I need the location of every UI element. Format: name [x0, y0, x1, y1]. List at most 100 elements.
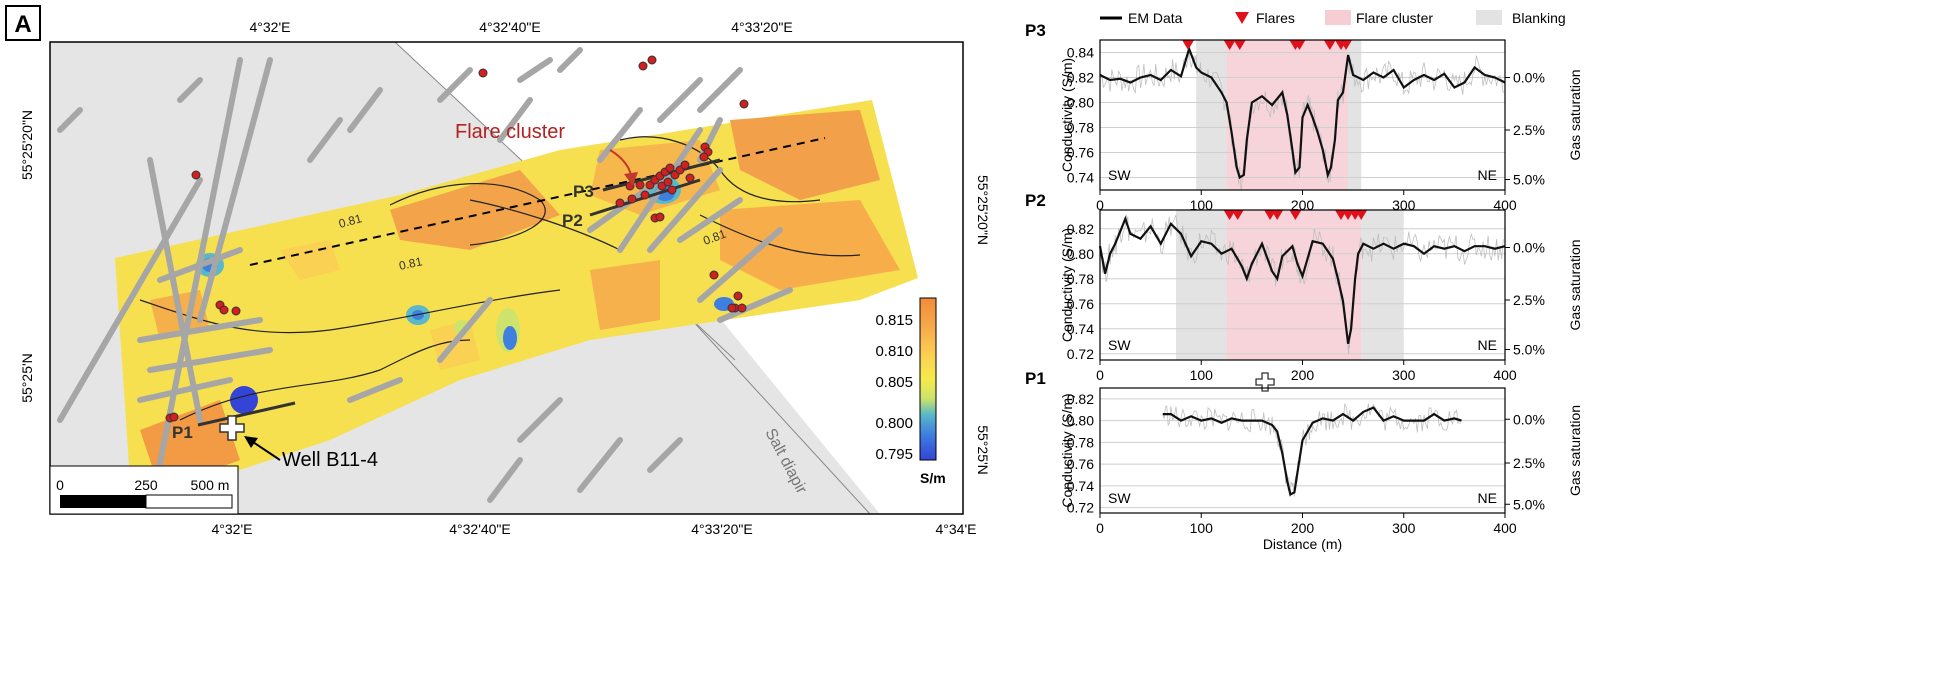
x-tick-label: 0 [1096, 197, 1104, 213]
profile-p3-extension [249, 137, 826, 266]
bottom-lon-label: 4°32'40"E [449, 521, 511, 537]
colorbar-tick: 0.800 [875, 415, 913, 432]
y-tick-label: 0.80 [1067, 246, 1094, 262]
y2-tick-label: 2.5% [1513, 455, 1545, 471]
x-tick-label: 300 [1392, 197, 1416, 213]
y-axis-label: Conductivity (S/m) [1059, 393, 1075, 507]
flare-marker [1233, 40, 1246, 50]
y2-tick-label: 0.0% [1513, 70, 1545, 86]
scale-tick: 0 [56, 477, 64, 493]
em-data-line [1162, 406, 1462, 497]
y2-axis-label: Gas saturation [1567, 239, 1583, 330]
y-tick-label: 0.78 [1067, 271, 1094, 287]
profile-title: P1 [1025, 369, 1046, 388]
profile-p2-plot: P20.820.800.780.760.740.720 100 200 300 400S… [1025, 191, 1583, 383]
x-tick-label: 200 [1291, 367, 1315, 383]
sw-label: SW [1108, 337, 1131, 353]
profile-label-p2: P2 [562, 211, 583, 230]
sw-label: SW [1108, 490, 1131, 506]
scale-tick: 500 m [191, 477, 230, 493]
x-axis-label: Distance (m) [1263, 536, 1342, 552]
sw-label: SW [1108, 167, 1131, 183]
salt-diapir-area [690, 300, 880, 514]
y-tick-label: 0.80 [1067, 413, 1094, 429]
y-tick-label: 0.76 [1067, 296, 1094, 312]
y2-tick-label: 2.5% [1513, 122, 1545, 138]
profile-p3-plot: P3 0.84 0.82 0.80 0.78 0.76 0.740 100 200 300 400 S… [1025, 21, 1583, 213]
blanking-region [1361, 210, 1404, 360]
panel-b-profiles: B EM Data Flares Flare cluster Blanking … [1025, 10, 1583, 552]
y2-tick-label: 0.0% [1513, 411, 1545, 427]
scale-bar: 0 250 500 m [49, 465, 239, 515]
x-tick-label: 0 [1096, 367, 1104, 383]
x-tick-label: 200 [1291, 520, 1315, 536]
y2-tick-label: 5.0% [1513, 172, 1545, 188]
y-tick-label: 0.74 [1067, 321, 1094, 337]
profile-title: P2 [1025, 191, 1046, 210]
colorbar-tick: 0.810 [875, 343, 913, 360]
scale-tick: 250 [134, 477, 158, 493]
y-tick-label: 0.76 [1067, 456, 1094, 472]
flare-marker [1231, 210, 1244, 220]
colorbar-tick: 0.805 [875, 374, 913, 391]
plot-frame [1099, 387, 1506, 514]
flare-marker [1271, 210, 1284, 220]
colorbar-tick: 0.815 [875, 312, 913, 329]
legend-blanking: Blanking [1512, 10, 1566, 26]
y-axis-label: Conductivity (S/m) [1059, 228, 1075, 342]
colorbar-tick: 0.795 [875, 446, 913, 463]
flare-markers [165, 55, 749, 423]
salt-diapir-boundary-lower [689, 317, 871, 514]
profile-label-p3: P3 [573, 182, 594, 201]
flare-marker [1182, 40, 1195, 50]
x-tick-label: 100 [1190, 367, 1214, 383]
y-tick-label: 0.78 [1067, 434, 1094, 450]
well-marker-icon [219, 415, 245, 441]
x-tick-label: 400 [1493, 367, 1517, 383]
legend-blanking-swatch [1476, 10, 1502, 25]
panel-a-letter: A [14, 11, 31, 38]
y2-axis-label: Gas saturation [1567, 69, 1583, 160]
top-lon-label: 4°33'20"E [731, 19, 793, 35]
bottom-lon-label: 4°33'20"E [691, 521, 753, 537]
flare-marker [1223, 40, 1236, 50]
panel-a-letter-box [5, 5, 41, 41]
ne-label: NE [1478, 167, 1497, 183]
y-tick-label: 0.72 [1067, 346, 1094, 362]
x-tick-label: 0 [1096, 520, 1104, 536]
legend-flares-swatch [1235, 12, 1249, 24]
ne-label: NE [1478, 337, 1497, 353]
right-lat-label: 55°25'N [975, 425, 991, 475]
y2-axis-label: Gas saturation [1567, 405, 1583, 496]
y-tick-label: 0.82 [1067, 391, 1094, 407]
flare-marker [1289, 210, 1302, 220]
flare-marker [1323, 40, 1336, 50]
raw-data-line [1162, 402, 1461, 498]
bottom-lon-label: 4°32'E [212, 521, 253, 537]
colorbar-unit: S/m [920, 470, 946, 486]
flare-marker [1340, 40, 1353, 50]
contour-label: 0.81 [337, 211, 363, 231]
legend-flare-cluster: Flare cluster [1356, 10, 1433, 26]
top-lon-label: 4°32'E [250, 19, 291, 35]
x-tick-label: 300 [1392, 367, 1416, 383]
contour-label: 0.81 [398, 254, 424, 273]
flare-cluster-region [1226, 210, 1362, 360]
ne-label: NE [1478, 490, 1497, 506]
x-tick-label: 100 [1190, 197, 1214, 213]
x-tick-label: 400 [1493, 197, 1517, 213]
panel-a-map: A [5, 5, 991, 537]
well-arrowhead [244, 436, 258, 448]
legend: EM Data Flares Flare cluster Blanking [1100, 10, 1566, 26]
left-lat-label: 55°25'20"N [19, 110, 35, 180]
y-tick-label: 0.84 [1067, 45, 1094, 61]
flare-cluster-label: Flare cluster [455, 121, 565, 143]
flare-marker [1223, 210, 1236, 220]
flare-marker [1293, 40, 1306, 50]
right-lat-label: 55°25'20"N [975, 175, 991, 245]
x-tick-label: 100 [1190, 520, 1214, 536]
y-tick-label: 0.80 [1067, 95, 1094, 111]
legend-flares: Flares [1256, 10, 1295, 26]
y2-tick-label: 5.0% [1513, 342, 1545, 358]
map-frame [49, 41, 964, 515]
